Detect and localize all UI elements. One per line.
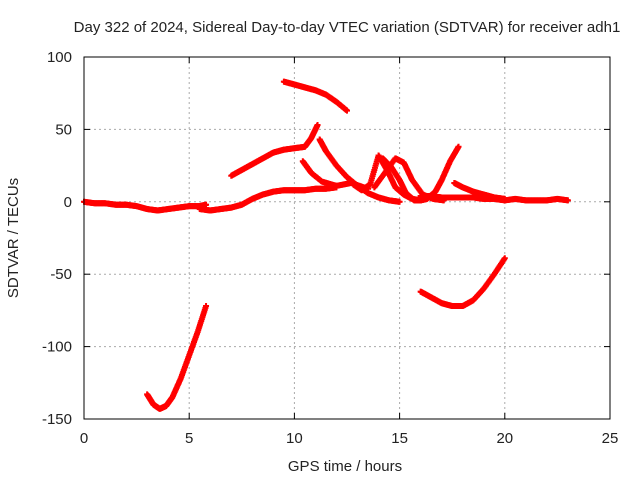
data-point [314,122,321,129]
plot-frame [83,56,611,420]
x-tick-label: 15 [391,430,408,447]
data-point [501,255,508,262]
data-point [344,107,350,114]
series-arc-tail-18 [451,179,508,202]
data-point [203,201,210,208]
y-tick-label: -50 [50,266,72,283]
data-points [81,78,571,412]
series-arc-top-10 [280,78,350,114]
series-arc-baseline-early [81,198,210,214]
data-point [203,303,210,310]
data-point [501,195,508,202]
chart-title: Day 322 of 2024, Sidereal Day-to-day VTE… [74,19,621,36]
y-tick-label: -150 [42,411,72,428]
data-point [455,143,462,150]
series-arc-rise-11 [228,122,321,179]
y-tick-label: 0 [64,194,72,211]
y-tick-label: -100 [42,339,72,356]
x-tick-label: 25 [602,430,619,447]
series-arc-neg-17 [417,255,508,310]
series-arc-pass-low [144,303,210,412]
x-tick-label: 10 [286,430,303,447]
y-tick-label: 50 [55,121,72,138]
x-tick-label: 20 [496,430,513,447]
x-tick-label: 0 [80,430,88,447]
axis-ticks: 0 5 10 15 20 25 -150 -100 -50 0 50 100 [42,49,618,447]
y-axis-label: SDTVAR / TECUs [5,178,22,298]
data-point [396,198,403,205]
data-point [564,197,571,204]
x-axis-label: GPS time / hours [288,458,402,475]
y-tick-label: 100 [47,49,72,66]
series-arc-baseline-mid [196,184,340,214]
x-tick-label: 5 [185,430,193,447]
